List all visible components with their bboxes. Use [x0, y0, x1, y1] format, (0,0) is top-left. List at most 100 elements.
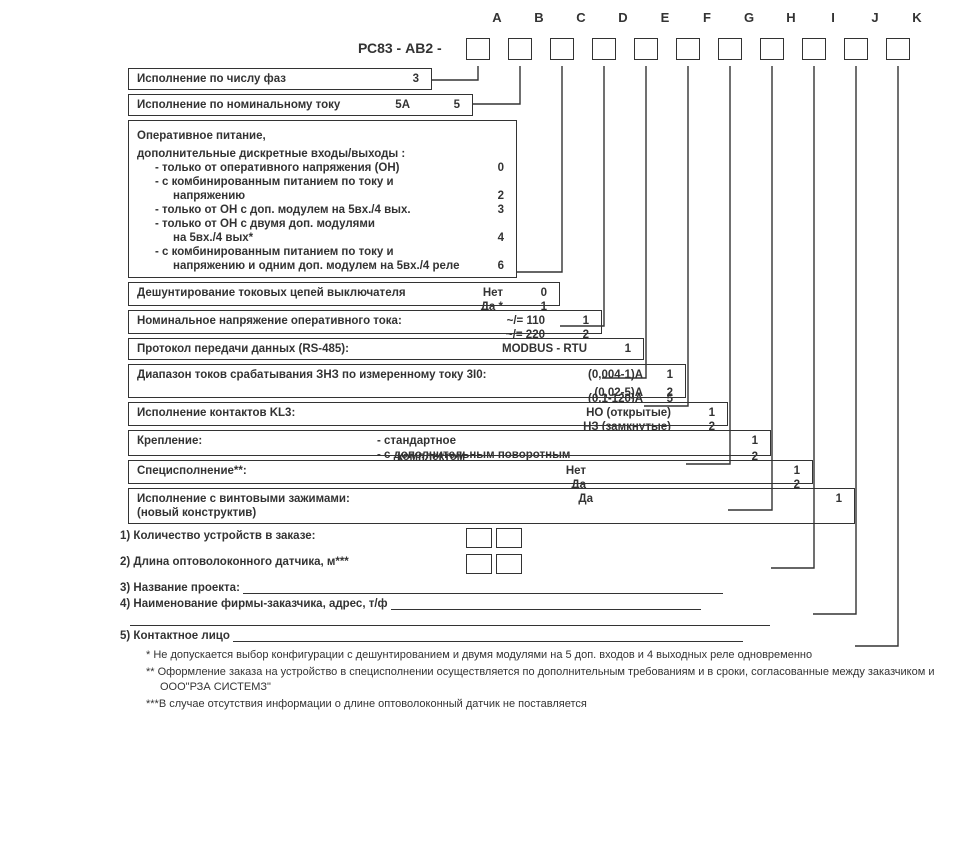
order-contact-row: 5) Контактное лицо — [120, 630, 948, 642]
phases-label: Исполнение по числу фаз — [137, 73, 286, 85]
product-code-title: РС83 - АВ2 - — [358, 40, 442, 56]
power-item-cont: напряжению и одним доп. модулем на 5вх./… — [137, 260, 459, 272]
power-code: 6 — [498, 260, 504, 272]
screw-label: Исполнение с винтовыми зажимами: — [137, 493, 350, 505]
shunt-label: Дешунтирование токовых цепей выключателя — [137, 287, 406, 299]
block-shunt: Дешунтирование токовых цепей выключателя… — [128, 282, 560, 306]
shunt-code: 0 — [541, 287, 547, 299]
col-letter: H — [770, 10, 812, 25]
block-contacts: Исполнение контактов KL3: НО (открытые) … — [128, 402, 728, 426]
power-item: - только от оперативного напряжения (ОН) — [137, 162, 510, 174]
footnotes: * Не допускается выбор конфигурации с де… — [120, 648, 948, 711]
code-box[interactable] — [466, 38, 490, 60]
col-letter: E — [644, 10, 686, 25]
power-item: - с комбинированным питанием по току и — [137, 246, 510, 258]
power-item-cont: на 5вх./4 вых* — [137, 232, 253, 244]
project-underline[interactable] — [243, 593, 723, 594]
contacts-val: НО (открытые) — [586, 407, 671, 419]
power-code: 4 — [498, 232, 504, 244]
col-letter: A — [476, 10, 518, 25]
code-box[interactable] — [718, 38, 742, 60]
mount-code: 1 — [752, 435, 758, 447]
screw-val: Да — [578, 493, 593, 505]
code-box[interactable] — [592, 38, 616, 60]
mount-val: - стандартное — [377, 435, 456, 447]
special-code: 1 — [794, 465, 800, 477]
range-label: Диапазон токов срабатывания ЗНЗ по измер… — [137, 369, 486, 381]
range-code: 1 — [667, 369, 673, 381]
protocol-code: 1 — [625, 343, 631, 355]
block-mount: Крепление: - стандартное 1 - с дополните… — [128, 430, 771, 456]
contacts-label: Исполнение контактов KL3: — [137, 407, 295, 419]
code-box[interactable] — [676, 38, 700, 60]
power-code: 3 — [498, 204, 504, 216]
contact-underline[interactable] — [233, 641, 743, 642]
protocol-val: MODBUS - RTU — [502, 343, 587, 355]
block-phases: Исполнение по числу фаз 3 — [128, 68, 432, 90]
protocol-label: Протокол передачи данных (RS-485): — [137, 343, 349, 355]
block-range: Диапазон токов срабатывания ЗНЗ по измер… — [128, 364, 686, 398]
quantity-box[interactable] — [466, 528, 492, 548]
col-letter: I — [812, 10, 854, 25]
mount-label: Крепление: — [137, 435, 202, 447]
voltage-label: Номинальное напряжение оперативного тока… — [137, 315, 402, 327]
title-row: РС83 - АВ2 - — [128, 38, 948, 68]
voltage-val: ~/= 110 — [507, 315, 545, 327]
order-project-row: 3) Название проекта: — [120, 582, 948, 594]
order-q3: 3) Название проекта: — [120, 582, 240, 594]
code-box[interactable] — [550, 38, 574, 60]
power-subtitle: дополнительные дискретные входы/выходы : — [137, 148, 405, 160]
note-1: * Не допускается выбор конфигурации с де… — [146, 648, 948, 663]
power-item-cont: напряжению — [137, 190, 245, 202]
code-box[interactable] — [886, 38, 910, 60]
length-box[interactable] — [466, 554, 492, 574]
note-2: ** Оформление заказа на устройство в спе… — [146, 665, 948, 695]
quantity-box[interactable] — [496, 528, 522, 548]
block-voltage: Номинальное напряжение оперативного тока… — [128, 310, 602, 334]
col-letter: B — [518, 10, 560, 25]
power-item: - только от ОН с доп. модулем на 5вх./4 … — [137, 204, 510, 216]
contacts-code: 1 — [709, 407, 715, 419]
block-nominal: Исполнение по номинальному току 5А 5 — [128, 94, 473, 116]
col-letter: D — [602, 10, 644, 25]
code-box[interactable] — [634, 38, 658, 60]
col-letter: F — [686, 10, 728, 25]
block-special: Специсполнение**: Нет 1 Да 2 — [128, 460, 813, 484]
code-box[interactable] — [844, 38, 868, 60]
nominal-val: 5А — [395, 99, 410, 111]
screw-code: 1 — [836, 493, 842, 505]
order-company-row: 4) Наименование фирмы-заказчика, адрес, … — [120, 598, 948, 610]
header-letters-row: A B C D E F G H I J K — [128, 10, 948, 36]
voltage-code: 1 — [583, 315, 589, 327]
shunt-val: Нет — [483, 287, 503, 299]
code-box[interactable] — [760, 38, 784, 60]
power-item: - с комбинированным питанием по току и — [137, 176, 510, 188]
code-box[interactable] — [508, 38, 532, 60]
power-code: 0 — [498, 162, 504, 174]
col-letter: K — [896, 10, 938, 25]
nominal-code: 5 — [454, 99, 460, 111]
col-letter: J — [854, 10, 896, 25]
order-section: 1) Количество устройств в заказе: 2) Дли… — [120, 530, 948, 711]
order-q4: 4) Наименование фирмы-заказчика, адрес, … — [120, 598, 388, 610]
screw-label2: (новый конструктив) — [137, 507, 256, 519]
col-letter: C — [560, 10, 602, 25]
power-code: 2 — [498, 190, 504, 202]
order-q1: 1) Количество устройств в заказе: — [120, 530, 316, 542]
range-val: (0,004-1)А — [588, 369, 643, 381]
phases-code: 3 — [413, 73, 419, 85]
nominal-label: Исполнение по номинальному току — [137, 99, 340, 111]
company-underline[interactable] — [391, 609, 701, 610]
order-q2: 2) Длина оптоволоконного датчика, м*** — [120, 556, 349, 568]
special-val: Нет — [566, 465, 586, 477]
note-3: ***В случае отсутствия информации о длин… — [146, 697, 948, 712]
block-protocol: Протокол передачи данных (RS-485): MODBU… — [128, 338, 644, 360]
company-underline-2[interactable] — [130, 625, 770, 626]
order-quantity-row: 1) Количество устройств в заказе: — [120, 530, 948, 542]
order-q5: 5) Контактное лицо — [120, 630, 230, 642]
power-item: - только от ОН с двумя доп. модулями — [137, 218, 510, 230]
order-length-row: 2) Длина оптоволоконного датчика, м*** — [120, 556, 948, 568]
block-power: Оперативное питание, дополнительные диск… — [128, 120, 517, 278]
code-box[interactable] — [802, 38, 826, 60]
length-box[interactable] — [496, 554, 522, 574]
